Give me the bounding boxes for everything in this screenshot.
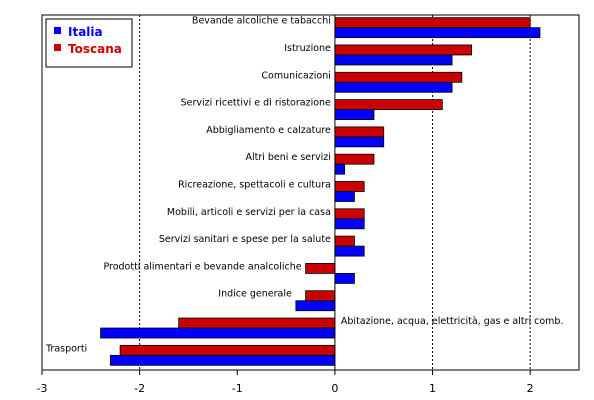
category-label: Istruzione (284, 43, 331, 54)
x-axis: -3 -2 -1 0 1 2 (37, 370, 534, 395)
bar-toscana (305, 290, 336, 302)
category-label: Indice generale (218, 289, 292, 300)
category-label: Servizi sanitari e spese per la salute (159, 234, 331, 245)
bar-italia (334, 109, 375, 120)
legend-swatch-italia (54, 27, 61, 34)
bar-italia (334, 163, 346, 175)
bar-toscana (334, 153, 375, 165)
bar-italia (334, 191, 355, 202)
category-label: Ricreazione, spettacoli e cultura (178, 180, 331, 191)
bar-toscana (334, 17, 531, 29)
bar-toscana (334, 71, 463, 83)
category-label: Trasporti (45, 343, 87, 354)
category-label: Abitazione, acqua, elettricità, gas e al… (341, 316, 564, 327)
bar-italia (295, 300, 336, 312)
legend-swatch-toscana (54, 44, 61, 51)
bar-italia (334, 245, 365, 257)
legend-label-italia: Italia (68, 25, 103, 39)
bar-toscana (334, 235, 355, 247)
bar-italia (100, 327, 336, 339)
x-tick-label: 0 (331, 382, 338, 395)
x-tick-label: -2 (134, 382, 145, 395)
bar-toscana (334, 181, 365, 192)
bar-toscana (119, 344, 336, 356)
x-tick-label: 1 (429, 382, 436, 395)
category-label: Bevande alcoliche e tabacchi (192, 16, 331, 27)
category-label: Abbigliamento e calzature (206, 125, 331, 136)
bar-toscana (305, 263, 336, 274)
category-label: Prodotti alimentari e bevande analcolich… (103, 261, 301, 272)
legend: Italia Toscana (45, 18, 133, 68)
bar-toscana (334, 44, 472, 56)
category-label: Comunicazioni (261, 70, 331, 81)
legend-label-toscana: Toscana (68, 42, 122, 56)
x-tick-label: -1 (232, 382, 243, 395)
bar-italia (334, 136, 385, 148)
bar-italia (334, 54, 453, 66)
x-tick-label: 2 (527, 382, 534, 395)
x-tick-label: -3 (37, 382, 48, 395)
category-label: Altri beni e servizi (245, 152, 330, 163)
gridlines (139, 15, 531, 370)
bar-italia (334, 81, 453, 93)
category-labels: Bevande alcoliche e tabacchi Istruzione Co… (45, 16, 563, 355)
bar-toscana (334, 126, 385, 138)
bar-italia (334, 218, 365, 230)
bar-toscana (334, 208, 365, 220)
bar-italia (109, 354, 336, 366)
bar-toscana (334, 99, 443, 110)
bar-toscana (178, 317, 336, 329)
bar-italia (334, 273, 355, 284)
bar-italia (334, 27, 541, 39)
category-label: Servizi ricettivi e di ristorazione (181, 98, 331, 109)
category-label: Mobili, articoli e servizi per la casa (167, 207, 331, 218)
